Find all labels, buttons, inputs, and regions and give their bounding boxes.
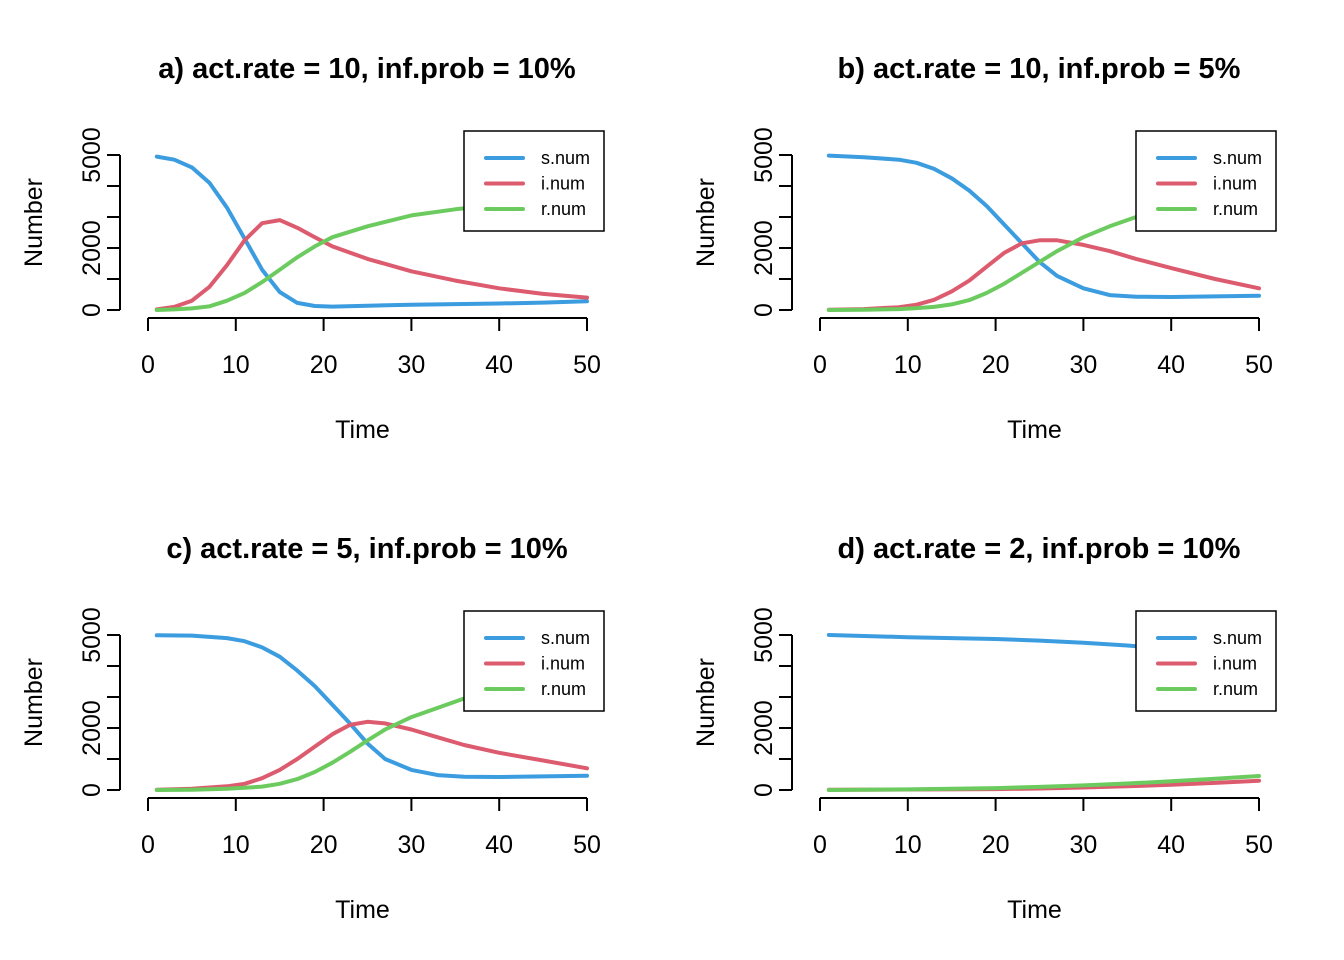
chart-panel-3: c) act.rate = 5, inf.prob = 10% 0 2000 5000… bbox=[20, 533, 605, 924]
x-tick-label: 0 bbox=[813, 351, 827, 379]
x-tick-label: 40 bbox=[1157, 831, 1185, 859]
x-axis-label: Time bbox=[1007, 416, 1062, 444]
legend: s.num i.num r.num bbox=[463, 610, 605, 712]
y-tick-label: 2000 bbox=[78, 700, 106, 756]
x-axis-label: Time bbox=[1007, 896, 1062, 924]
x-tick-label: 30 bbox=[397, 351, 425, 379]
series-line-s-num bbox=[826, 153, 1261, 299]
legend-entry: i.num bbox=[1213, 174, 1257, 194]
x-tick-label: 20 bbox=[982, 351, 1010, 379]
y-axis-label: Number bbox=[692, 658, 720, 747]
x-tick-label: 30 bbox=[1069, 831, 1097, 859]
y-tick-label: 5000 bbox=[78, 127, 106, 183]
x-tick-label: 30 bbox=[397, 831, 425, 859]
chart-panel-2: b) act.rate = 10, inf.prob = 5% 0 2000 5000… bbox=[692, 53, 1277, 444]
series-line-r-num bbox=[826, 774, 1261, 792]
legend-entry: i.num bbox=[1213, 654, 1257, 674]
x-axis-label: Time bbox=[335, 416, 390, 444]
y-tick-label: 5000 bbox=[750, 607, 778, 663]
x-tick-label: 10 bbox=[222, 351, 250, 379]
x-tick-label: 50 bbox=[1245, 831, 1273, 859]
y-tick-label: 0 bbox=[78, 303, 106, 317]
series-line-i-num bbox=[154, 218, 589, 312]
legend-entry: r.num bbox=[541, 679, 586, 699]
legend: s.num i.num r.num bbox=[463, 130, 605, 232]
x-tick-label: 0 bbox=[813, 831, 827, 859]
series-line-s-num bbox=[154, 633, 589, 779]
x-tick-label: 20 bbox=[310, 831, 338, 859]
x-tick-label: 50 bbox=[573, 351, 601, 379]
x-tick-label: 0 bbox=[141, 351, 155, 379]
x-tick-label: 50 bbox=[1245, 351, 1273, 379]
y-tick-label: 2000 bbox=[78, 220, 106, 276]
chart-panel-4: d) act.rate = 2, inf.prob = 10% 0 2000 5000… bbox=[692, 533, 1277, 924]
legend-box bbox=[1135, 130, 1277, 232]
y-tick-label: 2000 bbox=[750, 700, 778, 756]
x-tick-label: 10 bbox=[222, 831, 250, 859]
x-tick-label: 40 bbox=[485, 351, 513, 379]
legend-entry: i.num bbox=[541, 654, 585, 674]
y-tick-label: 2000 bbox=[750, 220, 778, 276]
legend-entry: s.num bbox=[541, 628, 590, 648]
chart-title: a) act.rate = 10, inf.prob = 10% bbox=[158, 53, 576, 85]
chart-title: b) act.rate = 10, inf.prob = 5% bbox=[838, 53, 1241, 85]
series-line-i-num bbox=[154, 719, 589, 792]
y-axis-label: Number bbox=[20, 658, 48, 747]
series-line-s-num bbox=[154, 154, 589, 309]
legend-entry: r.num bbox=[541, 199, 586, 219]
legend-box bbox=[463, 610, 605, 712]
x-tick-label: 0 bbox=[141, 831, 155, 859]
y-tick-label: 5000 bbox=[750, 127, 778, 183]
y-tick-label: 0 bbox=[750, 303, 778, 317]
x-tick-label: 50 bbox=[573, 831, 601, 859]
y-tick-label: 0 bbox=[750, 783, 778, 797]
series-line-i-num bbox=[826, 238, 1261, 312]
legend-box bbox=[1135, 610, 1277, 712]
legend-entry: i.num bbox=[541, 174, 585, 194]
legend-box bbox=[463, 130, 605, 232]
legend: s.num i.num r.num bbox=[1135, 610, 1277, 712]
legend-entry: s.num bbox=[1213, 628, 1262, 648]
x-tick-label: 20 bbox=[310, 351, 338, 379]
legend-entry: r.num bbox=[1213, 199, 1258, 219]
x-tick-label: 20 bbox=[982, 831, 1010, 859]
legend-entry: s.num bbox=[1213, 148, 1262, 168]
chart-panel-1: a) act.rate = 10, inf.prob = 10%02000500… bbox=[20, 53, 605, 444]
x-tick-label: 10 bbox=[894, 351, 922, 379]
x-axis-label: Time bbox=[335, 896, 390, 924]
legend-entry: s.num bbox=[541, 148, 590, 168]
y-tick-label: 5000 bbox=[78, 607, 106, 663]
x-tick-label: 10 bbox=[894, 831, 922, 859]
y-tick-label: 0 bbox=[78, 783, 106, 797]
legend-entry: r.num bbox=[1213, 679, 1258, 699]
x-tick-label: 40 bbox=[1157, 351, 1185, 379]
y-axis-label: Number bbox=[692, 178, 720, 267]
y-axis-label: Number bbox=[20, 178, 48, 267]
x-tick-label: 40 bbox=[485, 831, 513, 859]
legend: s.num i.num r.num bbox=[1135, 130, 1277, 232]
chart-title: c) act.rate = 5, inf.prob = 10% bbox=[166, 533, 568, 565]
chart-title: d) act.rate = 2, inf.prob = 10% bbox=[838, 533, 1241, 565]
x-tick-label: 30 bbox=[1069, 351, 1097, 379]
